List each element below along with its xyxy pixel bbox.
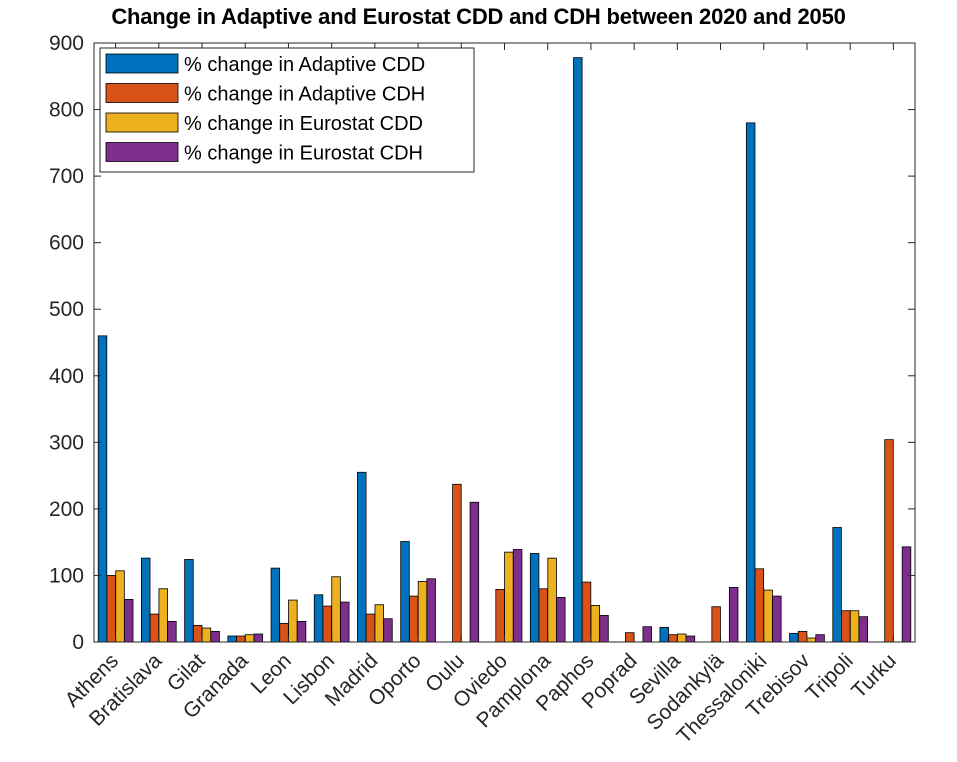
bar-4-athens <box>124 599 134 643</box>
legend-label-1: % change in Adaptive CDD <box>184 54 425 76</box>
bar-1-tripoli <box>832 527 842 643</box>
bar-1-sevilla <box>659 626 669 643</box>
bar-3-athens <box>115 570 125 643</box>
bar-4-paphos <box>599 614 609 643</box>
bar-1-oporto <box>400 541 410 643</box>
bar-1-paphos <box>573 57 583 643</box>
bar-4-turku <box>901 546 912 643</box>
bar-2-paphos <box>581 581 592 643</box>
y-tick-label: 300 <box>49 431 84 454</box>
bar-1-granada <box>227 635 237 643</box>
bar-2-tripoli <box>841 610 851 643</box>
bar-4-sevilla <box>685 635 696 643</box>
bar-1-bratislava <box>141 557 151 643</box>
bar-1-thessaloniki <box>745 122 756 643</box>
bar-4-sodankylä <box>728 587 739 643</box>
bar-1-gilat <box>184 559 194 643</box>
bar-2-athens <box>106 575 116 643</box>
bar-4-oporto <box>426 578 436 643</box>
bar-3-oporto <box>417 581 428 643</box>
bar-4-thessaloniki <box>772 595 782 643</box>
bar-2-thessaloniki <box>754 568 765 643</box>
bar-4-bratislava <box>167 620 177 643</box>
legend-label-3: % change in Eurostat CDD <box>184 113 423 135</box>
bar-4-madrid <box>383 618 393 643</box>
y-tick-label: 700 <box>49 165 84 188</box>
legend-swatch-1 <box>105 53 179 74</box>
bar-3-bratislava <box>158 588 168 643</box>
legend-swatch-2 <box>105 83 179 103</box>
bar-2-oulu <box>452 483 462 643</box>
bar-1-pamplona <box>529 553 540 643</box>
bar-2-trebisov <box>797 630 808 643</box>
bar-2-oporto <box>408 595 419 643</box>
bar-3-leon <box>288 599 298 643</box>
y-tick-label: 200 <box>49 498 84 521</box>
bar-4-oulu <box>469 501 480 643</box>
bar-4-gilat <box>210 630 220 643</box>
bar-2-bratislava <box>149 613 160 643</box>
bar-3-pamplona <box>547 557 557 643</box>
y-tick-label: 500 <box>49 298 84 321</box>
bar-2-leon <box>279 622 289 643</box>
bar-3-granada <box>244 634 255 643</box>
bar-1-trebisov <box>789 632 799 643</box>
legend-label-4: % change in Eurostat CDH <box>184 143 423 165</box>
y-tick-label: 600 <box>49 232 84 255</box>
bar-1-madrid <box>357 471 367 643</box>
bar-3-thessaloniki <box>763 589 773 643</box>
y-tick-label: 400 <box>49 365 84 388</box>
bar-2-oviedo <box>495 589 505 643</box>
bar-2-sevilla <box>668 634 678 643</box>
bar-3-paphos <box>590 604 601 643</box>
y-tick-label: 800 <box>49 99 84 122</box>
x-tick-label-turku: Turku <box>847 649 901 703</box>
bar-3-madrid <box>374 604 384 643</box>
bar-2-granada <box>236 635 246 643</box>
legend-swatch-4 <box>105 142 179 162</box>
bar-2-sodankylä <box>711 606 721 643</box>
bar-1-lisbon <box>313 594 324 643</box>
legend-swatch-3 <box>105 112 179 133</box>
bar-2-gilat <box>192 624 203 643</box>
y-tick-label: 900 <box>49 32 84 55</box>
bar-2-pamplona <box>538 588 549 643</box>
bar-3-tripoli <box>849 610 860 643</box>
legend: % change in Adaptive CDD % change in Adap… <box>99 47 475 173</box>
bar-3-lisbon <box>331 576 341 643</box>
bar-4-poprad <box>642 626 652 643</box>
y-tick-label: 100 <box>49 564 84 587</box>
legend-label-2: % change in Adaptive CDH <box>184 84 425 106</box>
bar-2-poprad <box>625 632 635 643</box>
bar-4-pamplona <box>556 597 566 643</box>
bar-2-madrid <box>365 613 376 643</box>
bar-3-trebisov <box>806 637 817 643</box>
bar-4-granada <box>253 633 264 643</box>
y-tick-label: 0 <box>72 631 84 654</box>
chart-title: Change in Adaptive and Eurostat CDD and … <box>111 4 846 29</box>
bar-1-leon <box>270 567 281 643</box>
bar-4-oviedo <box>512 549 523 643</box>
bar-2-turku <box>884 439 894 643</box>
bar-4-tripoli <box>858 616 868 643</box>
bar-4-leon <box>296 620 307 643</box>
bar-2-lisbon <box>322 605 332 643</box>
bar-1-athens <box>97 335 108 643</box>
bar-4-trebisov <box>815 634 825 643</box>
bar-3-sevilla <box>677 633 687 643</box>
bar-3-oviedo <box>504 551 514 643</box>
bar-3-gilat <box>201 627 212 643</box>
bar-4-lisbon <box>340 601 350 643</box>
x-tick-label-tripoli: Tripoli <box>802 649 858 705</box>
